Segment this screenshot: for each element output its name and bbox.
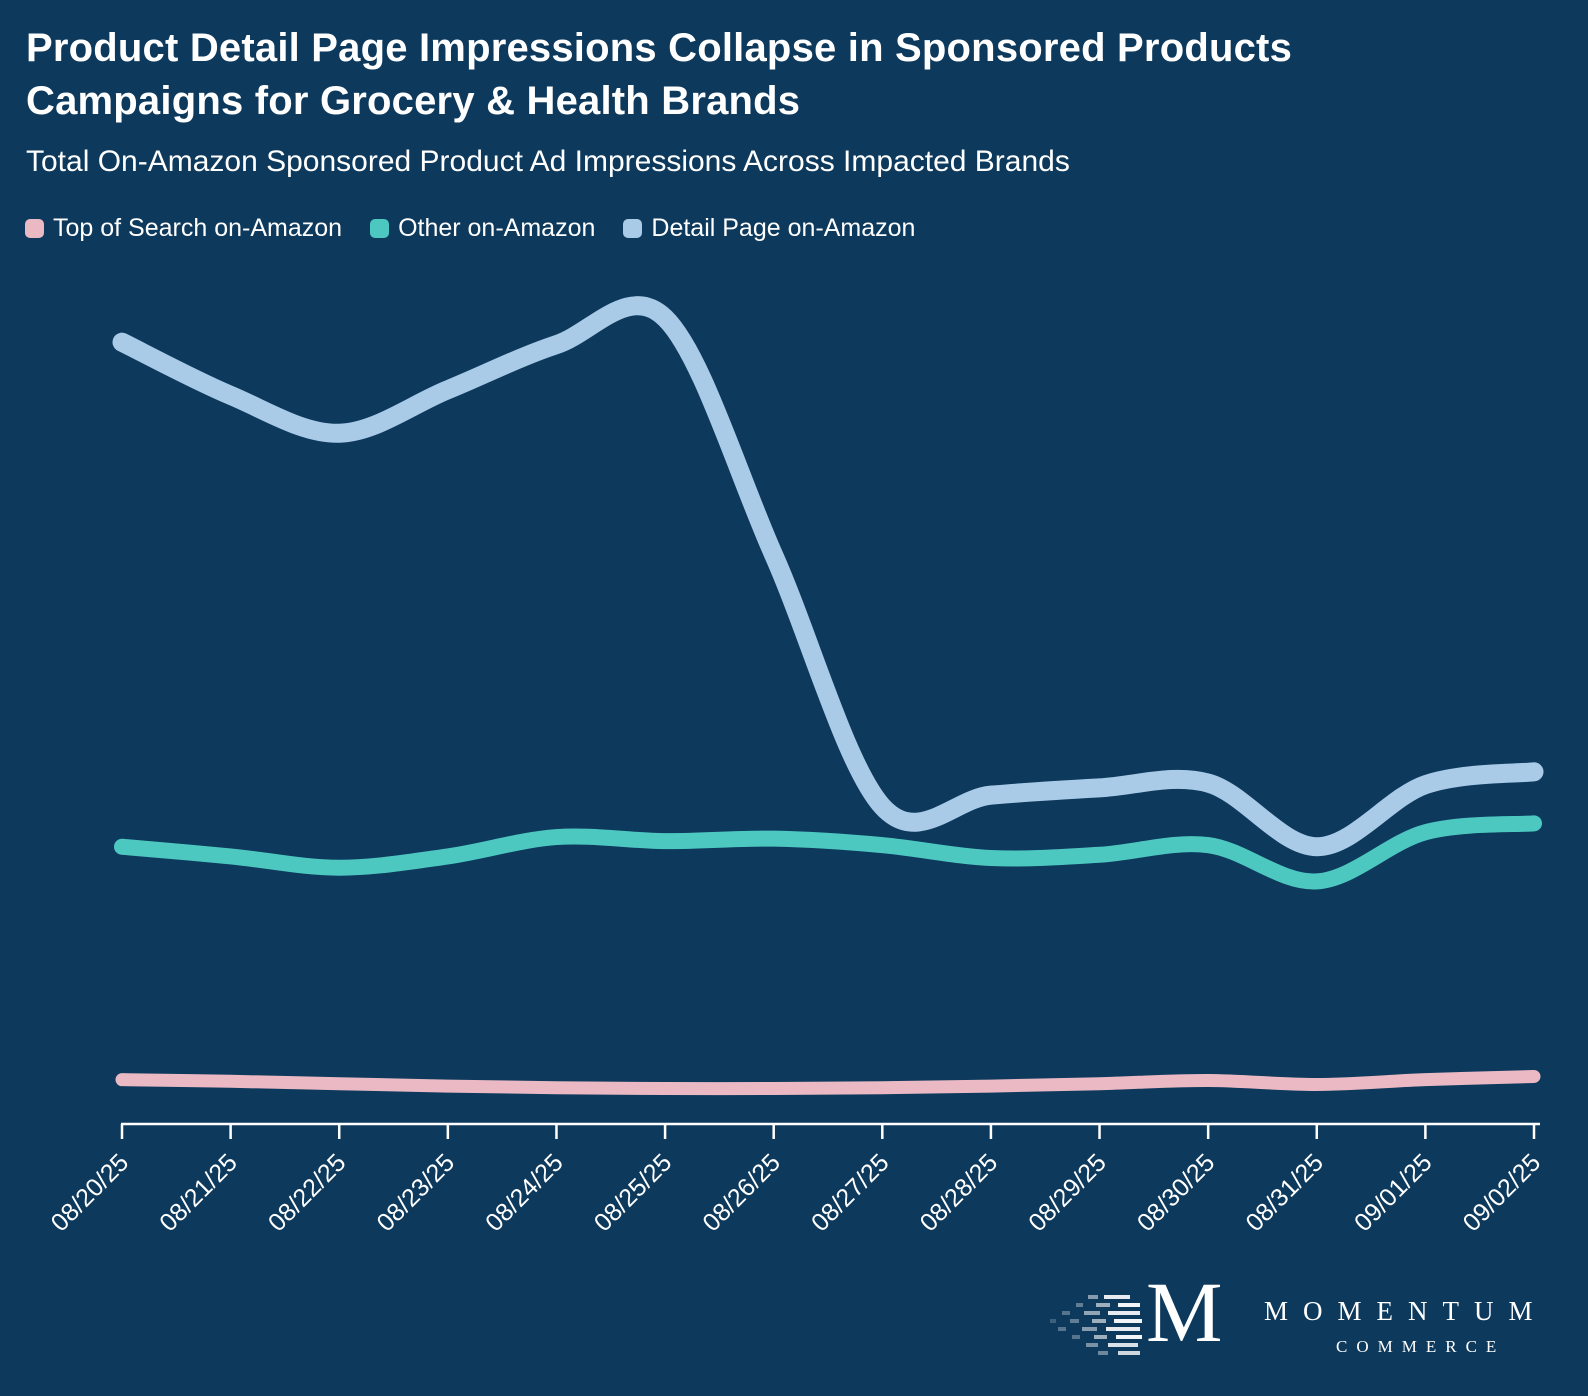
logo-wordmark-momentum: MOMENTUM [1264,1296,1548,1326]
x-axis-label: 08/30/25 [1132,1148,1221,1237]
x-axis-label: 08/28/25 [915,1148,1004,1237]
legend-item-1: Other on-Amazon [370,216,595,241]
x-axis-label: 08/23/25 [371,1148,460,1237]
legend-label: Other on-Amazon [398,214,596,242]
logo-speed-dashes-icon [1050,1295,1142,1355]
x-axis-label: 09/02/25 [1458,1148,1547,1237]
legend-swatch-icon [623,219,643,238]
title-line-2: Campaigns for Grocery & Health Brands [26,78,801,123]
chart-legend: Top of Search on-Amazon Other on-Amazon De… [25,216,915,241]
logo-wordmark-commerce: COMMERCE [1336,1337,1506,1356]
legend-item-2: Detail Page on-Amazon [623,216,915,241]
legend-item-0: Top of Search on-Amazon [25,216,342,241]
legend-swatch-icon [370,219,390,238]
x-axis-label: 09/01/25 [1349,1148,1438,1237]
legend-swatch-icon [25,219,44,238]
series-line-1 [114,815,1542,890]
legend-label: Detail Page on-Amazon [651,214,916,242]
page-title: Product Detail Page Impressions Collapse… [26,22,1526,128]
legend-label: Top of Search on-Amazon [53,214,343,242]
x-axis-label: 08/21/25 [154,1148,243,1237]
x-axis-label: 08/22/25 [263,1148,352,1237]
x-axis-label: 08/26/25 [697,1148,786,1237]
x-axis-label: 08/24/25 [480,1148,569,1237]
momentum-commerce-logo: M MOMENTUM COMMERCE [1048,1269,1568,1378]
x-axis-label: 08/29/25 [1023,1148,1112,1237]
x-axis-label: 08/25/25 [589,1148,678,1237]
title-line-1: Product Detail Page Impressions Collapse… [26,26,1293,70]
logo-monogram: M [1146,1264,1223,1360]
chart-subtitle: Total On-Amazon Sponsored Product Ad Imp… [26,145,1070,178]
x-axis-label: 08/20/25 [46,1148,135,1237]
logo-wordmark: MOMENTUM COMMERCE [1264,1296,1564,1357]
series-line-2 [112,296,1544,857]
x-axis-label: 08/27/25 [806,1148,895,1237]
x-axis-label: 08/31/25 [1240,1148,1329,1237]
series-line-0 [115,1069,1541,1096]
